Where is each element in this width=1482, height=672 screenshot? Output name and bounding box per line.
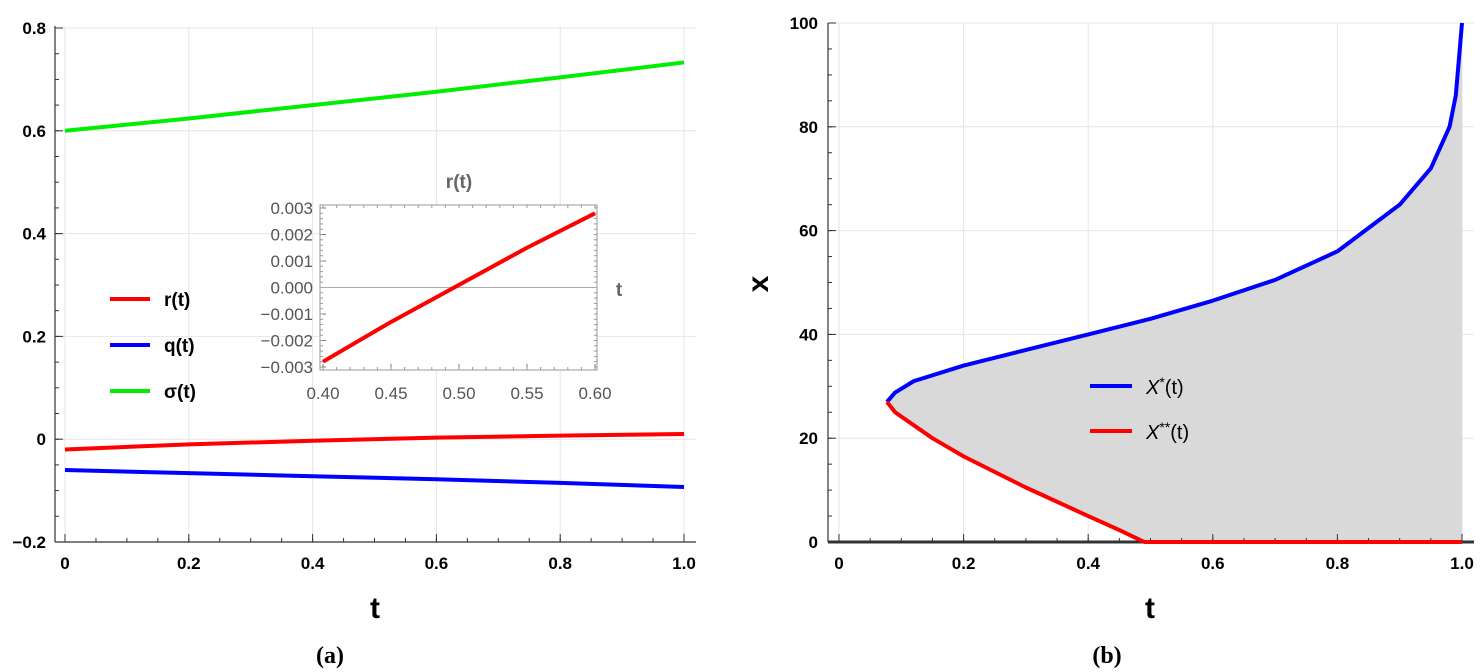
ticks-a: 0 0.2 0.4 0.6 0.8 1.0 −0.2 0 0.2 0.4 0.6 0.8: [12, 19, 695, 573]
inset-y-tick-label: 0.000: [270, 279, 313, 298]
y-tick-label-b: 100: [790, 14, 818, 33]
x-tick-label: 0: [60, 554, 69, 573]
inset-ticks: 0.40 0.45 0.50 0.55 0.60 0.003 0.002 0.001 0.000…: [261, 199, 612, 403]
legend-label-sigma: σ(t): [164, 382, 196, 403]
legend-label-xstar: X*(t): [1145, 374, 1184, 399]
series-b: [885, 22, 1464, 544]
y-tick-label: 0.4: [22, 225, 46, 244]
x-tick-label-b: 1.0: [1450, 554, 1474, 573]
series-line-1: [64, 468, 685, 490]
y-tick-label: −0.2: [12, 533, 46, 552]
x-tick-label-b: 0: [834, 554, 843, 573]
x-tick-label: 1.0: [672, 554, 696, 573]
legend-label-q: q(t): [164, 336, 195, 357]
inset-x-tick-label: 0.55: [510, 384, 543, 403]
y-tick-label-b: 80: [799, 118, 818, 137]
series-line-2: [64, 60, 685, 133]
series-line-0: [64, 432, 685, 452]
x-tick-label: 0.6: [425, 554, 449, 573]
y-tick-label-b: 0: [809, 533, 818, 552]
legend-label-xstarstar: X**(t): [1145, 419, 1189, 444]
inset-chart: 0.40 0.45 0.50 0.55 0.60 0.003 0.002 0.001 0.000…: [261, 172, 623, 403]
x-tick-label-b: 0.8: [1326, 554, 1350, 573]
panel-a: 0 0.2 0.4 0.6 0.8 1.0−0.200.20.40.60.8 t (a) …: [12, 19, 696, 669]
inset-series-line: [321, 211, 596, 364]
inset-title: r(t): [446, 172, 472, 193]
y-axis-label-b: x: [742, 275, 775, 292]
y-tick-label: 0: [37, 430, 46, 449]
inset-x-tick-label: 0.45: [374, 384, 407, 403]
y-tick-label-b: 20: [799, 429, 818, 448]
panel-b: 0 0.2 0.4 0.6 0.8 1.0 0 20 40 60 80 100 t x (b) X*(…: [742, 14, 1474, 669]
inset-y-tick-label: 0.002: [270, 226, 313, 245]
y-tick-label: 0.6: [22, 122, 46, 141]
x-tick-label-b: 0.2: [952, 554, 976, 573]
inset-series: [321, 211, 596, 364]
inset-y-tick-label: 0.001: [270, 252, 313, 271]
inset-x-label: t: [616, 280, 623, 301]
y-tick-label: 0.8: [22, 19, 46, 38]
ticks-b: 0 0.2 0.4 0.6 0.8 1.0 0 20 40 60 80 100: [790, 14, 1474, 573]
inset-y-tick-label: 0.003: [270, 199, 313, 218]
area-fill-b: [886, 23, 1462, 542]
inset-x-tick-label: 0.40: [306, 384, 339, 403]
series-line-b-1: [885, 400, 1462, 544]
y-tick-label-b: 60: [799, 222, 818, 241]
legend-b: X*(t) X**(t): [1090, 374, 1189, 444]
x-tick-label-b: 0.4: [1076, 554, 1100, 573]
panel-caption-b: (b): [1092, 643, 1121, 669]
x-tick-label: 0.8: [548, 554, 572, 573]
legend-a: r(t) q(t) σ(t): [110, 290, 196, 403]
series-line-b-0: [885, 22, 1464, 404]
inset-y-tick-label: −0.003: [261, 358, 313, 377]
axes-a: [54, 26, 696, 543]
x-axis-label-b: t: [1145, 592, 1155, 625]
x-tick-label: 0.4: [301, 554, 325, 573]
legend-label-r: r(t): [164, 290, 190, 311]
y-tick-label-b: 40: [799, 325, 818, 344]
series-a: [64, 60, 685, 490]
inset-x-tick-label: 0.50: [442, 384, 475, 403]
inset-x-tick-label: 0.60: [578, 384, 611, 403]
y-tick-label: 0.2: [22, 327, 46, 346]
inset-y-tick-label: −0.002: [261, 332, 313, 351]
inset-y-tick-label: −0.001: [261, 305, 313, 324]
x-tick-label-b: 0.6: [1201, 554, 1225, 573]
x-axis-label-a: t: [370, 592, 380, 625]
x-tick-label: 0.2: [177, 554, 201, 573]
shaded-region: [886, 23, 1462, 542]
panel-caption-a: (a): [316, 643, 344, 669]
